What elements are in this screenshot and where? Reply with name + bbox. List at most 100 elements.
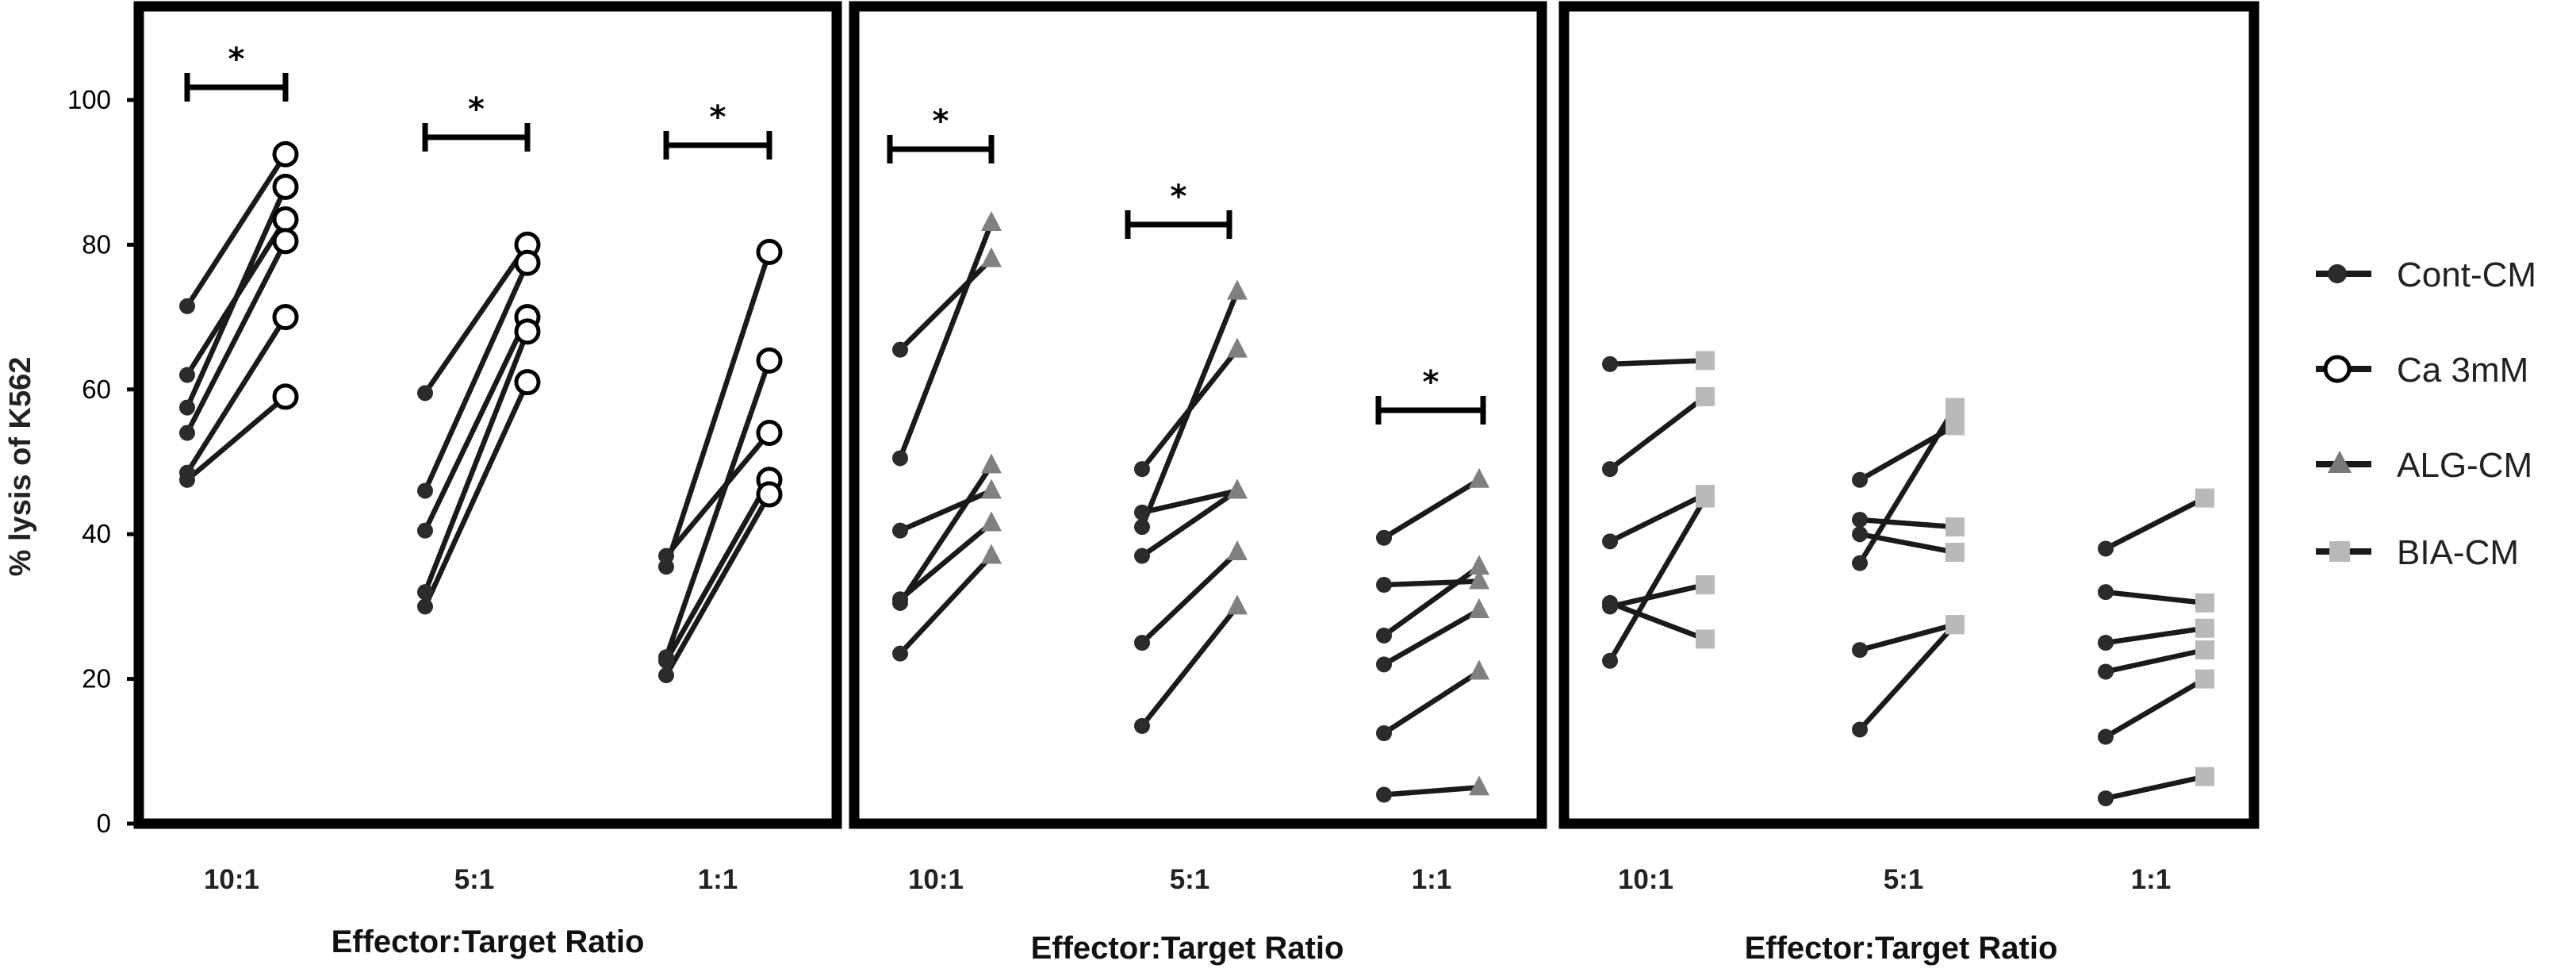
panel-1-pair-line — [184, 394, 289, 483]
significance-star: * — [1171, 179, 1187, 215]
panel-3-pair-line — [1857, 405, 1958, 566]
control-point — [1134, 717, 1150, 734]
panel-1-pair-line — [663, 249, 772, 570]
control-point — [2098, 635, 2114, 651]
significance-bracket: * — [887, 103, 995, 163]
panel-2-frame — [849, 1, 1547, 829]
y-tick-label-100: 100 — [67, 85, 111, 114]
control-point — [1852, 511, 1868, 528]
significance-star: * — [710, 99, 726, 136]
treated-point — [272, 228, 299, 255]
control-point — [179, 471, 195, 488]
control-point — [1376, 656, 1392, 673]
legend-entry-cont-cm: Cont-CM — [2316, 256, 2536, 294]
panel-1-x-axis-label: Effector:Target Ratio — [332, 924, 645, 959]
treated-point — [1945, 398, 1965, 417]
y-tick-label-80: 80 — [82, 229, 111, 259]
y-tick-label-0: 0 — [97, 809, 111, 838]
treated-point — [1469, 555, 1489, 575]
control-point — [179, 367, 195, 383]
panel-1-frame — [133, 1, 842, 829]
panel-1-pair-line — [184, 184, 289, 410]
control-point — [658, 559, 674, 575]
panel-2-pair-line — [1139, 488, 1240, 516]
treated-point — [1227, 337, 1248, 358]
y-tick-label-40: 40 — [82, 519, 111, 548]
panel-1-pair-line — [663, 358, 772, 660]
control-point — [179, 298, 195, 314]
treated-point — [1696, 386, 1715, 406]
panel-1-category-label-1:1: 1:1 — [698, 864, 738, 895]
treated-point — [2195, 593, 2214, 613]
panel-3-pair-line — [1607, 600, 1708, 642]
legend-label: Ca 3mM — [2397, 351, 2528, 390]
significance-bracket: * — [1125, 179, 1232, 239]
panel-2-pair-line — [1381, 563, 1482, 639]
control-point — [417, 584, 433, 601]
legend-label: BIA-CM — [2397, 533, 2519, 572]
panel-2-x-axis-label: Effector:Target Ratio — [1031, 931, 1344, 966]
panel-3-category-label-10:1: 10:1 — [1618, 864, 1673, 895]
treated-point — [756, 347, 783, 374]
treated-point — [1469, 598, 1489, 618]
significance-brackets: * * * * * * — [184, 41, 1486, 425]
panel-1-pair-line — [422, 379, 531, 609]
treated-point — [1469, 569, 1489, 590]
paired-lines — [184, 152, 2208, 801]
control-point — [892, 594, 908, 611]
legend-entry-ca-3mm: Ca 3mM — [2316, 351, 2528, 390]
panel-2-pair-line — [897, 463, 995, 606]
control-point — [1852, 555, 1868, 571]
treated-point — [1227, 478, 1248, 499]
significance-star: * — [468, 91, 485, 128]
significance-star: * — [228, 41, 245, 78]
treated-point — [1945, 543, 1965, 562]
panel-3-pair-line — [2103, 625, 2208, 646]
treated-point — [1227, 540, 1248, 560]
control-point — [658, 652, 674, 669]
control-point — [2098, 663, 2114, 680]
treated-point — [1945, 615, 1965, 635]
treated-point — [981, 544, 1002, 564]
panel-1-pair-line — [422, 329, 531, 595]
panel-2-pair-line — [1139, 549, 1240, 646]
panel-2-pair-line — [1381, 607, 1482, 667]
treated-point — [756, 420, 783, 447]
treated-point — [1469, 467, 1489, 488]
panel-3-frame — [1558, 1, 2260, 829]
treated-point — [981, 211, 1002, 232]
panel-3-pair-line — [1857, 621, 1958, 653]
control-point — [179, 425, 195, 441]
panel-1-pair-line — [422, 259, 531, 494]
control-point — [1852, 721, 1868, 738]
control-point — [1134, 519, 1150, 536]
control-point — [1134, 635, 1150, 651]
panel-2-pair-line — [1139, 289, 1240, 530]
control-point — [892, 450, 908, 467]
control-point — [892, 522, 908, 539]
panel-2-pair-line — [1139, 488, 1240, 559]
control-point — [1376, 529, 1392, 546]
control-point — [1376, 627, 1392, 644]
control-point — [1134, 461, 1150, 478]
panel-2-pair-line — [897, 521, 995, 602]
x-axis-labels: Effector:Target Ratio Effector:Target Ra… — [332, 924, 2058, 966]
treated-point — [514, 318, 541, 345]
legend-entry-bia-cm: BIA-CM — [2316, 533, 2519, 572]
panel-1-pair-line — [422, 242, 531, 396]
legend-label: Cont-CM — [2397, 256, 2536, 294]
panel-3-pair-line — [1607, 358, 1708, 367]
panel-3-category-label-5:1: 5:1 — [1884, 864, 1924, 895]
y-axis-label: % lysis of K562 — [4, 357, 37, 577]
treated-point — [514, 369, 541, 396]
panel-1-pair-line — [663, 491, 772, 678]
treated-point — [272, 304, 299, 331]
category-labels: 10:1 5:1 1:1 10:1 5:1 1:1 10:1 5:1 1:1 — [204, 864, 2171, 895]
treated-point — [1945, 416, 1965, 436]
control-point — [1852, 642, 1868, 659]
control-point — [1602, 533, 1618, 550]
treated-point — [1469, 659, 1489, 680]
significance-bracket: * — [663, 99, 772, 159]
control-point — [2098, 584, 2114, 601]
significance-star: * — [1423, 364, 1439, 401]
